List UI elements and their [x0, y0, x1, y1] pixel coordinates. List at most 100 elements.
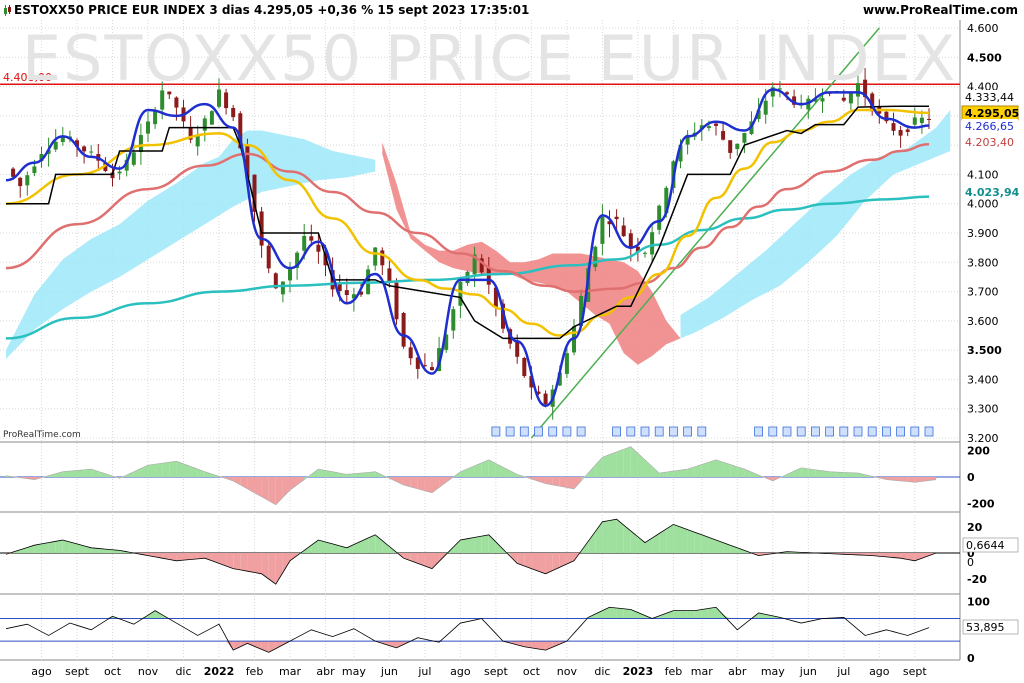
- oscillator-area: [176, 461, 184, 477]
- rsi-oversold-area: [510, 641, 518, 645]
- oscillator-area: [694, 532, 702, 553]
- rsi-oversold-area: [254, 641, 262, 650]
- candle-body: [770, 87, 775, 97]
- candle-body: [870, 93, 875, 112]
- rsi-oversold-area: [524, 641, 532, 648]
- oscillator-area: [332, 543, 340, 553]
- candle-body: [153, 111, 158, 125]
- chart-header: ESTOXX50 PRICE EUR INDEX 3 dias 4.295,05…: [0, 0, 1024, 22]
- oscillator-area: [744, 469, 752, 477]
- event-marker-icon: [683, 426, 692, 437]
- panel-value-label: 0,6644: [966, 539, 1005, 552]
- rsi-overbought-area: [637, 612, 645, 619]
- candle-body: [188, 127, 193, 140]
- oscillator-area: [254, 553, 262, 574]
- candle-body: [380, 250, 385, 266]
- oscillator-area: [886, 477, 894, 481]
- rsi-oversold-area: [531, 641, 539, 649]
- x-tick-label: mar: [691, 665, 713, 678]
- event-marker-icon: [562, 426, 572, 437]
- candle-body: [359, 291, 363, 295]
- candle-body: [401, 313, 406, 347]
- y-tick-label: 3.700: [967, 286, 999, 299]
- oscillator-area: [439, 477, 447, 488]
- oscillator-area: [34, 543, 42, 553]
- candle-body: [273, 273, 278, 289]
- oscillator-area: [275, 553, 283, 585]
- x-tick-label: nov: [138, 665, 159, 678]
- oscillator-area: [467, 537, 475, 553]
- event-marker-icon: [910, 426, 920, 437]
- oscillator-area: [432, 553, 440, 569]
- candle-body: [11, 168, 16, 177]
- oscillator-area: [460, 538, 468, 553]
- oscillator-area: [843, 472, 851, 477]
- oscillator-area: [751, 472, 759, 477]
- oscillator-area: [481, 459, 489, 477]
- candlestick-icon: [4, 5, 11, 16]
- rsi-overbought-area: [723, 614, 731, 619]
- oscillator-area: [879, 553, 887, 557]
- rsi-overbought-area: [666, 610, 674, 619]
- oscillator-area: [730, 464, 738, 477]
- candle-body: [458, 281, 463, 306]
- candle-body: [160, 90, 165, 110]
- candle-body: [593, 246, 598, 268]
- value-label: 4.203,40: [965, 136, 1014, 149]
- oscillator-area: [595, 457, 603, 477]
- rsi-overbought-area: [694, 609, 702, 619]
- oscillator-area: [162, 462, 170, 477]
- oscillator-area: [410, 553, 418, 564]
- oscillator-area: [254, 477, 262, 497]
- candle-body: [430, 367, 434, 371]
- oscillator-area: [211, 553, 219, 564]
- oscillator-area: [680, 469, 688, 477]
- event-marker-icon: [768, 426, 778, 437]
- oscillator-area: [865, 553, 873, 556]
- oscillator-area: [190, 553, 198, 560]
- oscillator-area: [247, 553, 255, 573]
- y-tick-label: 3.200: [967, 432, 999, 445]
- value-label: 4.333,44: [965, 91, 1014, 104]
- candle-body: [217, 89, 221, 107]
- source-link[interactable]: www.ProRealTime.com: [863, 3, 1018, 17]
- event-marker-icon: [697, 426, 707, 437]
- oscillator-area: [900, 553, 908, 560]
- candle-body: [543, 393, 548, 405]
- candle-body: [344, 290, 349, 295]
- oscillator-area: [290, 553, 298, 561]
- candle-body: [323, 253, 328, 266]
- event-marker-icon: [669, 426, 678, 437]
- oscillator-area: [481, 534, 489, 553]
- panel-tick-label: -200: [967, 497, 995, 510]
- oscillator-area: [41, 475, 49, 478]
- oscillator-area: [666, 471, 674, 477]
- candle-body: [195, 135, 200, 147]
- credit-label: ProRealTime.com: [3, 430, 81, 440]
- rsi-oversold-area: [538, 641, 546, 651]
- oscillator-area: [609, 451, 617, 477]
- y-tick-label: 3.600: [967, 315, 999, 328]
- oscillator-area: [162, 553, 170, 560]
- oscillator-area: [545, 553, 553, 574]
- moving-average-slow: [5, 143, 930, 293]
- oscillator-area: [701, 462, 709, 477]
- candle-body: [131, 152, 136, 165]
- oscillator-area: [353, 473, 361, 477]
- candle-body: [685, 134, 690, 145]
- oscillator-area: [858, 473, 866, 477]
- rsi-overbought-area: [616, 608, 624, 619]
- event-marker-icon: [548, 426, 558, 437]
- oscillator-area: [346, 544, 354, 553]
- oscillator-area: [55, 471, 63, 477]
- oscillator-area: [282, 553, 290, 573]
- oscillator-area: [105, 549, 113, 553]
- candle-body: [763, 100, 768, 115]
- candle-body: [75, 140, 79, 147]
- event-marker-icon: [924, 426, 934, 437]
- candle-body: [529, 376, 534, 388]
- x-tick-label: jul: [836, 665, 850, 678]
- event-marker-icon: [853, 426, 863, 437]
- oscillator-area: [282, 477, 290, 498]
- candle-body: [628, 233, 633, 249]
